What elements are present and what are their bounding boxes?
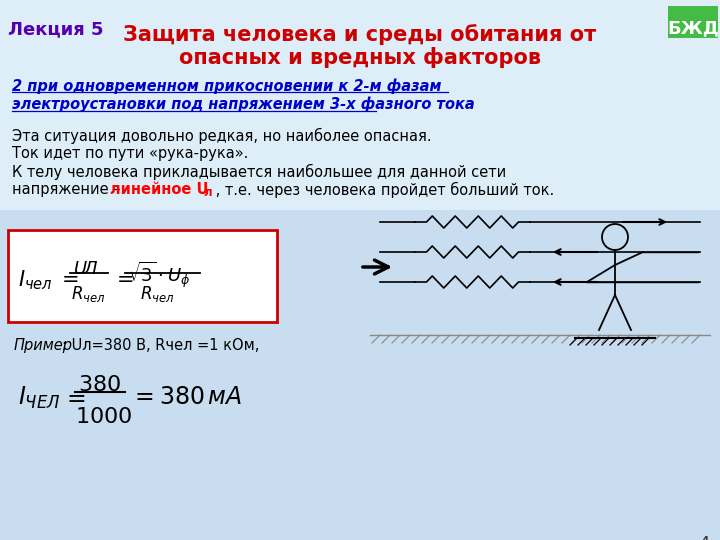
Text: БЖД: БЖД <box>667 19 719 37</box>
Text: $380$: $380$ <box>78 375 121 395</box>
Text: 4: 4 <box>698 535 710 540</box>
Text: $\mathit{I}_{\mathit{ЧЕЛ}}$: $\mathit{I}_{\mathit{ЧЕЛ}}$ <box>18 385 60 410</box>
Text: Лекция 5: Лекция 5 <box>8 20 104 38</box>
Text: 2 при одновременном прикосновении к 2-м фазам: 2 при одновременном прикосновении к 2-м … <box>12 78 441 93</box>
Text: л: л <box>203 186 212 199</box>
Text: Пример: Пример <box>14 338 73 353</box>
Text: $\sqrt{3}\cdot \mathit{U}_{\phi}$: $\sqrt{3}\cdot \mathit{U}_{\phi}$ <box>128 260 190 291</box>
Text: $= 380\,\mathit{мА}$: $= 380\,\mathit{мА}$ <box>130 385 243 409</box>
Text: Защита человека и среды обитания от: Защита человека и среды обитания от <box>123 24 597 45</box>
Text: Эта ситуация довольно редкая, но наиболее опасная.: Эта ситуация довольно редкая, но наиболе… <box>12 128 431 144</box>
Text: линейное U: линейное U <box>110 182 209 197</box>
Text: $1000$: $1000$ <box>75 407 132 427</box>
Text: $\mathit{R}_{\mathit{чел}}$: $\mathit{R}_{\mathit{чел}}$ <box>140 284 175 304</box>
Text: , т.е. через человека пройдет больший ток.: , т.е. через человека пройдет больший то… <box>211 182 554 198</box>
FancyBboxPatch shape <box>668 6 718 38</box>
Text: $\mathit{U\!Л}$: $\mathit{U\!Л}$ <box>73 260 99 278</box>
Text: электроустановки под напряжением 3-х фазного тока: электроустановки под напряжением 3-х фаз… <box>12 97 474 112</box>
Text: : Uл=380 В, Rчел =1 кОм,: : Uл=380 В, Rчел =1 кОм, <box>62 338 259 353</box>
FancyBboxPatch shape <box>0 0 720 210</box>
Text: $=$: $=$ <box>62 385 86 409</box>
Text: $=$: $=$ <box>57 268 78 288</box>
Text: К телу человека прикладывается наибольшее для данной сети: К телу человека прикладывается наибольше… <box>12 164 506 180</box>
Text: опасных и вредных факторов: опасных и вредных факторов <box>179 47 541 68</box>
Text: Ток идет по пути «рука-рука».: Ток идет по пути «рука-рука». <box>12 146 248 161</box>
Text: $=$: $=$ <box>112 268 133 288</box>
Text: $\mathit{I}_{\mathit{чел}}$: $\mathit{I}_{\mathit{чел}}$ <box>18 268 53 292</box>
FancyBboxPatch shape <box>8 230 277 322</box>
Text: напряжение –: напряжение – <box>12 182 125 197</box>
Text: $\mathit{R}_{\mathit{чел}}$: $\mathit{R}_{\mathit{чел}}$ <box>71 284 106 304</box>
